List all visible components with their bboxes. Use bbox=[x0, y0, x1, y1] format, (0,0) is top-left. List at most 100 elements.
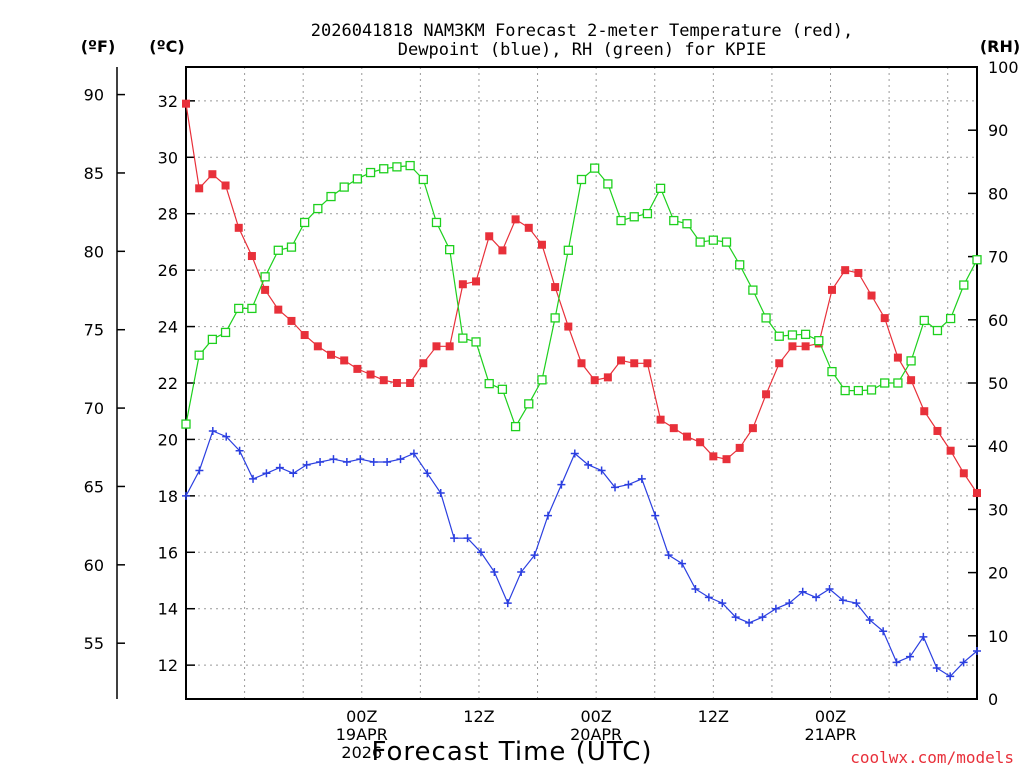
dewpoint-point bbox=[329, 455, 338, 464]
rh-point bbox=[669, 215, 679, 226]
dewpoint-point bbox=[584, 460, 593, 469]
rh-tick-label: 40 bbox=[988, 437, 1008, 456]
dewpoint-point bbox=[275, 463, 284, 472]
celsius-axis-unit: (ºC) bbox=[149, 37, 184, 56]
dewpoint-point bbox=[423, 469, 432, 478]
2-meter-temperature-point bbox=[722, 455, 731, 464]
rh-point bbox=[959, 280, 969, 290]
2-meter-temperature-point bbox=[458, 280, 467, 289]
rh-point bbox=[800, 329, 811, 339]
axes bbox=[116, 66, 978, 700]
data-series bbox=[181, 99, 982, 681]
2-meter-temperature-point bbox=[300, 331, 309, 340]
dewpoint-point bbox=[543, 511, 552, 520]
dewpoint-point bbox=[637, 474, 646, 483]
dewpoint-point bbox=[771, 604, 780, 613]
fahrenheit-tick-label: 60 bbox=[84, 556, 104, 575]
rh-tick-label: 50 bbox=[988, 374, 1008, 393]
x-tick-label: 21APR bbox=[804, 725, 856, 744]
rh-point bbox=[181, 419, 191, 429]
celsius-tick-label: 18 bbox=[158, 487, 178, 506]
2-meter-temperature-point bbox=[511, 215, 520, 224]
rh-point bbox=[405, 160, 415, 171]
2-meter-temperature-point bbox=[537, 240, 546, 249]
2-meter-temperature-point bbox=[327, 350, 336, 359]
dewpoint-point bbox=[691, 584, 700, 593]
rh-point bbox=[220, 327, 231, 338]
dewpoint-point bbox=[302, 460, 311, 469]
rh-tick-label: 70 bbox=[988, 248, 1008, 267]
dewpoint-point bbox=[557, 480, 566, 489]
dewpoint-point bbox=[383, 458, 392, 466]
2-meter-temperature-point bbox=[656, 415, 665, 424]
2-meter-temperature-point bbox=[445, 342, 454, 351]
rh-point bbox=[748, 285, 758, 295]
2-meter-temperature-point bbox=[498, 246, 507, 255]
dewpoint-point bbox=[182, 491, 190, 500]
dewpoint-point bbox=[946, 672, 955, 681]
celsius-tick-label: 30 bbox=[158, 148, 178, 167]
x-tick-label: 12Z bbox=[463, 707, 494, 726]
rh-point bbox=[313, 203, 323, 214]
rh-tick-label: 80 bbox=[988, 184, 1008, 203]
dewpoint-point bbox=[852, 599, 861, 608]
2-meter-temperature-line bbox=[185, 103, 978, 494]
celsius-tick-label: 28 bbox=[158, 205, 178, 224]
dewpoint-point bbox=[919, 632, 928, 641]
dewpoint-point bbox=[476, 548, 485, 557]
rh-point bbox=[365, 167, 376, 178]
2-meter-temperature-point bbox=[182, 99, 190, 108]
rh-point bbox=[945, 313, 956, 324]
rh-point bbox=[655, 183, 666, 193]
x-tick-label: 12Z bbox=[698, 707, 729, 726]
dewpoint-point bbox=[678, 559, 687, 568]
2-meter-temperature-point bbox=[551, 283, 560, 292]
2-meter-temperature-point bbox=[880, 314, 889, 323]
dewpoint-point bbox=[892, 658, 901, 667]
rh-point bbox=[431, 217, 442, 228]
rh-point bbox=[392, 162, 402, 172]
rh-point bbox=[590, 163, 600, 173]
2-meter-temperature-point bbox=[590, 376, 599, 385]
dewpoint-point bbox=[704, 593, 713, 602]
2-meter-temperature-point bbox=[841, 266, 850, 275]
dewpoint-point bbox=[262, 469, 271, 478]
rh-point bbox=[458, 333, 468, 343]
rh-point bbox=[695, 237, 705, 247]
2-meter-temperature-point bbox=[221, 181, 230, 190]
rh-point bbox=[445, 244, 455, 255]
dewpoint-point bbox=[731, 613, 740, 622]
dewpoint-point bbox=[396, 455, 405, 464]
rh-point bbox=[787, 330, 798, 340]
2-meter-temperature-point bbox=[274, 305, 283, 314]
dewpoint-point bbox=[745, 618, 754, 627]
2-meter-temperature-point bbox=[419, 359, 428, 368]
2-meter-temperature-point bbox=[340, 356, 349, 365]
rh-point bbox=[524, 399, 534, 409]
rh-point bbox=[260, 272, 270, 282]
2-meter-temperature-point bbox=[617, 356, 626, 365]
2-meter-temperature-point bbox=[208, 170, 217, 179]
2-meter-temperature-point bbox=[907, 376, 916, 385]
dewpoint-point bbox=[450, 534, 459, 543]
rh-point bbox=[735, 260, 745, 270]
rh-tick-label: 60 bbox=[988, 311, 1008, 330]
dewpoint-point bbox=[865, 616, 874, 624]
2-meter-temperature-point bbox=[709, 452, 718, 461]
rh-point bbox=[299, 217, 310, 228]
credit-link[interactable]: coolwx.com/models bbox=[850, 748, 1014, 767]
rh-point bbox=[761, 313, 771, 323]
x-tick-label: 20APR bbox=[570, 725, 622, 744]
plot-frame bbox=[185, 66, 978, 700]
rh-point bbox=[510, 421, 521, 432]
rh-point bbox=[194, 350, 204, 360]
chart-title-line-2: Dewpoint (blue), RH (green) for KPIE bbox=[398, 40, 766, 60]
rh-point bbox=[866, 385, 877, 395]
dewpoint-point bbox=[651, 511, 660, 520]
fahrenheit-tick-label: 80 bbox=[84, 242, 104, 261]
rh-point bbox=[497, 384, 508, 394]
rh-point bbox=[880, 378, 890, 388]
dewpoint-point bbox=[905, 652, 914, 661]
2-meter-temperature-point bbox=[827, 285, 836, 294]
dewpoint-point bbox=[879, 627, 888, 636]
